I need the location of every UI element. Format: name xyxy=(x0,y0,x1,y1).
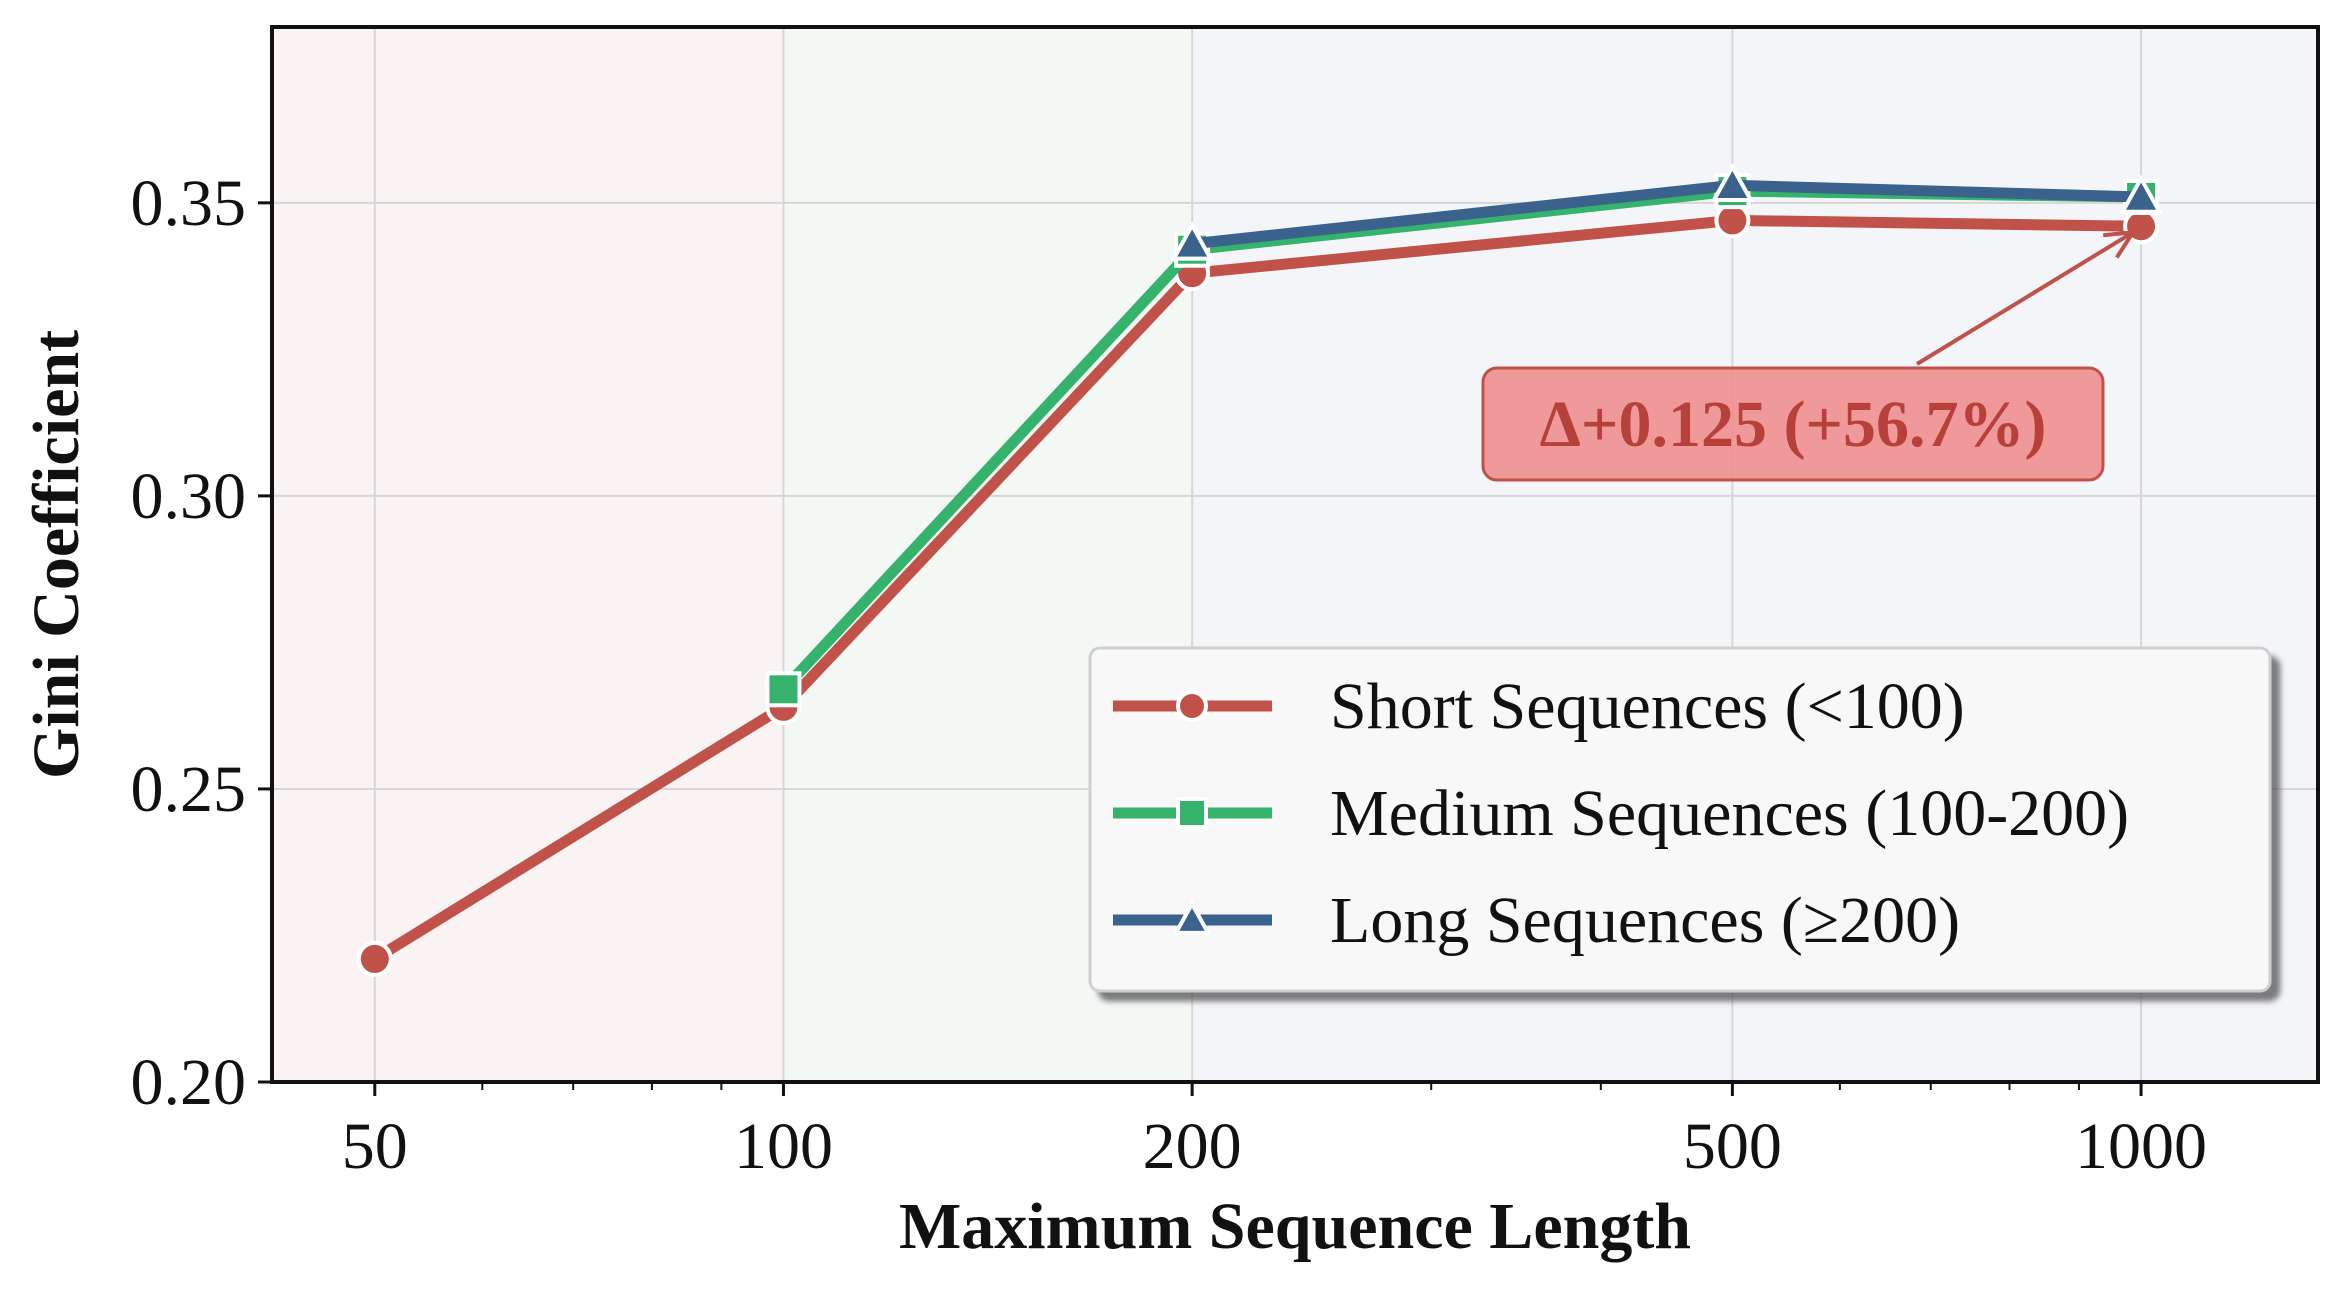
series-layer xyxy=(356,162,2163,977)
data-point xyxy=(1714,202,1751,239)
y-axis-title: Gini Coefficient xyxy=(20,330,93,779)
x-tick-label: 500 xyxy=(1683,1110,1782,1183)
y-tick-label: 0.30 xyxy=(131,460,247,533)
legend-box xyxy=(1088,646,2272,993)
annotation-arrowhead xyxy=(2103,229,2137,259)
axis-labels: 50 100 200 500 1000 0.20 0.25 0.30 0.35 Maximum S… xyxy=(20,167,2207,1263)
data-point xyxy=(356,940,393,977)
x-tick-label: 100 xyxy=(734,1110,833,1183)
x-axis-title: Maximum Sequence Length xyxy=(899,1190,1691,1263)
annotation-box xyxy=(1481,366,2105,482)
data-point xyxy=(1170,221,1214,261)
legend-label: Short Sequences (<100) xyxy=(1330,670,1965,743)
data-point xyxy=(765,671,802,708)
legend: Short Sequences (<100) Medium Sequences (… xyxy=(1088,646,2272,993)
y-tick-label: 0.25 xyxy=(131,753,247,826)
annotation: Δ+0.125 (+56.7%) xyxy=(1481,229,2137,482)
x-tick-label: 50 xyxy=(342,1110,408,1183)
background-band-1 xyxy=(272,27,784,1082)
legend-marker xyxy=(1172,899,1212,935)
data-point xyxy=(2119,174,2163,214)
legend-marker xyxy=(1176,690,1208,722)
x-tick-label: 1000 xyxy=(2075,1110,2207,1183)
annotation-text: Δ+0.125 (+56.7%) xyxy=(1539,388,2046,461)
plot-frame xyxy=(270,25,2320,1084)
data-point xyxy=(1710,162,1755,202)
y-tick-label: 0.35 xyxy=(131,167,247,240)
legend-marker xyxy=(1176,797,1208,829)
annotation-arrow xyxy=(1915,230,2135,366)
x-tick-label: 200 xyxy=(1143,1110,1242,1183)
y-tick-label: 0.20 xyxy=(131,1046,247,1119)
legend-label: Long Sequences (≥200) xyxy=(1330,884,1960,957)
legend-label: Medium Sequences (100-200) xyxy=(1330,777,2129,850)
axes xyxy=(258,25,2320,1096)
